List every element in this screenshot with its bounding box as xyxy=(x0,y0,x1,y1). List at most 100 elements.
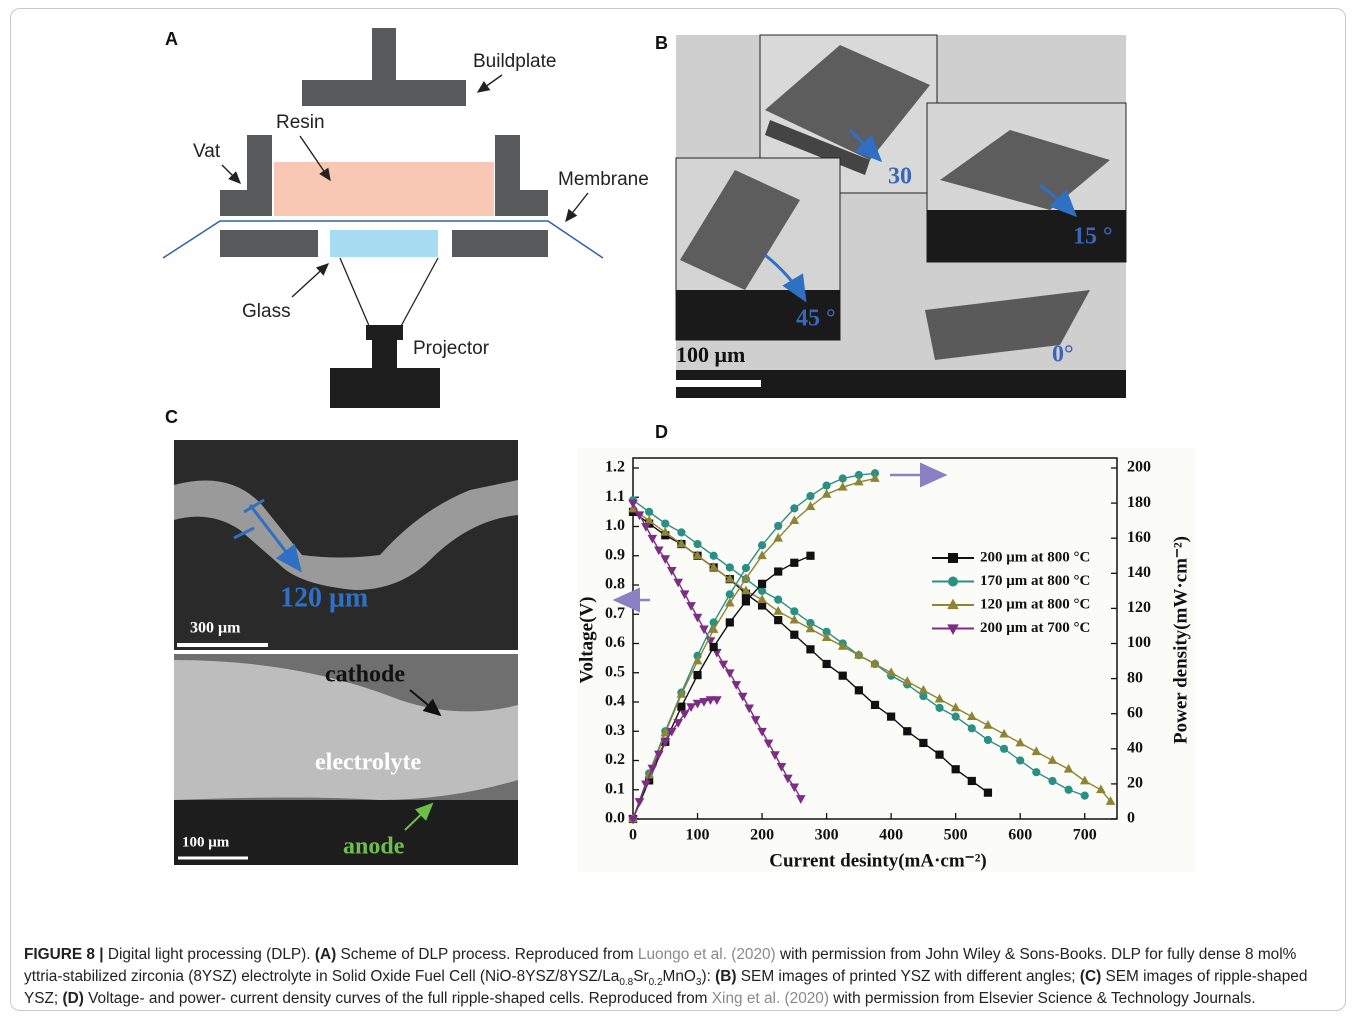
marker xyxy=(710,552,717,559)
marker xyxy=(807,552,814,559)
sem-image xyxy=(174,440,518,650)
marker xyxy=(662,520,669,527)
layer-label: anode xyxy=(343,834,405,860)
marker xyxy=(1065,786,1072,793)
y2-tick-label: 60 xyxy=(1127,704,1143,721)
arrow xyxy=(222,165,240,183)
caption-link[interactable]: Luongo et al. (2020) xyxy=(638,946,776,963)
marker xyxy=(871,701,878,708)
caption-text: Voltage- and power- current density curv… xyxy=(84,990,712,1007)
projector-neck xyxy=(372,338,397,370)
marker xyxy=(758,587,765,594)
caption-text: ): xyxy=(701,968,715,985)
y-tick-label: 0.1 xyxy=(605,780,625,797)
arrow xyxy=(292,264,328,297)
marker xyxy=(984,789,991,796)
support xyxy=(452,230,548,257)
buildplate xyxy=(302,80,466,106)
panel-letter: D xyxy=(655,422,668,442)
label: Projector xyxy=(413,338,490,359)
angle-label: 30 xyxy=(888,164,912,190)
y-tick-label: 1.1 xyxy=(605,488,625,505)
label: Vat xyxy=(193,141,221,162)
projector xyxy=(330,368,440,408)
marker xyxy=(968,725,975,732)
marker xyxy=(791,608,798,615)
x-tick-label: 400 xyxy=(879,827,903,844)
marker xyxy=(694,540,701,547)
support xyxy=(220,230,318,257)
y2-tick-label: 80 xyxy=(1127,669,1143,686)
panel-c: C 120 μm 300 μm cathode electrolyte anod… xyxy=(165,407,518,865)
caption: FIGURE 8 | Digital light processing (DLP… xyxy=(24,944,1324,1010)
marker xyxy=(646,508,653,515)
label: Resin xyxy=(276,112,325,133)
light-ray xyxy=(400,258,438,328)
y2-tick-label: 0 xyxy=(1127,810,1135,827)
legend-label: 200 μm at 700 °C xyxy=(980,620,1090,636)
marker xyxy=(1081,792,1088,799)
caption-text: with permission from Elsevier Science & … xyxy=(829,990,1256,1007)
marker xyxy=(952,713,959,720)
vat-left xyxy=(220,135,272,216)
legend-marker xyxy=(949,554,958,563)
marker xyxy=(936,751,943,758)
caption-text: MnO xyxy=(663,968,696,985)
scale-label: 100 μm xyxy=(182,834,230,850)
light-ray xyxy=(340,258,370,328)
y-tick-label: 0.4 xyxy=(605,693,625,710)
marker xyxy=(904,728,911,735)
caption-text: Sr xyxy=(633,968,648,985)
legend-marker xyxy=(949,577,958,586)
label: Buildplate xyxy=(473,51,556,72)
marker xyxy=(807,646,814,653)
caption-text: 0.2 xyxy=(649,977,663,988)
marker xyxy=(1033,769,1040,776)
y-tick-label: 0.8 xyxy=(605,576,625,593)
y-tick-label: 1.2 xyxy=(605,459,625,476)
figure: A Buildplate Resin Vat Membrane Glass Pr… xyxy=(0,0,1358,935)
x-tick-label: 0 xyxy=(629,827,637,844)
legend-label: 120 μm at 800 °C xyxy=(980,596,1090,612)
caption-text: (B) xyxy=(715,968,736,985)
marker xyxy=(694,671,701,678)
x-tick-label: 500 xyxy=(944,827,968,844)
caption-text: 0.8 xyxy=(619,977,633,988)
arrow xyxy=(478,75,502,92)
scale-label: 100 μm xyxy=(676,342,745,367)
layer-label: cathode xyxy=(325,662,405,688)
x-tick-label: 700 xyxy=(1073,827,1097,844)
marker xyxy=(775,596,782,603)
marker xyxy=(678,529,685,536)
angle-label: 0° xyxy=(1052,342,1074,368)
marker xyxy=(791,631,798,638)
thickness-label: 120 μm xyxy=(280,582,368,613)
scale-label: 300 μm xyxy=(190,620,241,637)
resin xyxy=(274,162,494,216)
marker xyxy=(823,482,830,489)
y2-tick-label: 40 xyxy=(1127,739,1143,756)
caption-text: Digital light processing (DLP). xyxy=(104,946,315,963)
projector-lens xyxy=(366,325,403,340)
y-tick-label: 1.0 xyxy=(605,517,625,534)
caption-text: SEM images of printed YSZ with different… xyxy=(737,968,1080,985)
label: Membrane xyxy=(558,169,649,190)
marker xyxy=(742,598,749,605)
y2-tick-label: 140 xyxy=(1127,564,1151,581)
y2-tick-label: 100 xyxy=(1127,634,1151,651)
y2-tick-label: 200 xyxy=(1127,459,1151,476)
marker xyxy=(791,559,798,566)
caption-link[interactable]: Xing et al. (2020) xyxy=(712,990,829,1007)
x-tick-label: 600 xyxy=(1008,827,1032,844)
layer-label: electrolyte xyxy=(315,750,421,776)
angle-label: 45 ° xyxy=(796,306,836,332)
page: {"panel_a": {"letter": "A", "buildplate"… xyxy=(0,0,1358,1017)
marker xyxy=(791,505,798,512)
marker xyxy=(710,643,717,650)
chart-background xyxy=(578,448,1195,873)
marker xyxy=(888,713,895,720)
marker xyxy=(775,522,782,529)
y2-tick-label: 160 xyxy=(1127,529,1151,546)
x-tick-label: 100 xyxy=(686,827,710,844)
panel-a: A Buildplate Resin Vat Membrane Glass Pr… xyxy=(163,28,649,408)
